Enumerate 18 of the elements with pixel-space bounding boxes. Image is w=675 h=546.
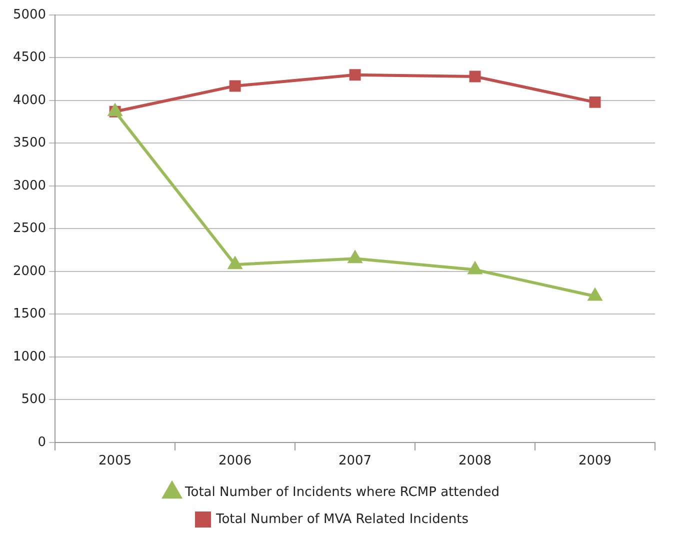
x-tick-label: 2005 (98, 454, 132, 469)
y-tick-label: 5000 (12, 7, 46, 22)
y-tick-label: 3000 (12, 178, 46, 194)
y-tick-label: 0 (38, 434, 46, 450)
x-tick-label: 2008 (458, 454, 492, 469)
legend-label: Total Number of Incidents where RCMP attended (184, 484, 500, 500)
y-tick-label: 2000 (12, 264, 46, 279)
y-tick-label: 2500 (12, 221, 46, 236)
legend-label: Total Number of MVA Related Incidents (214, 512, 469, 527)
y-tick-label: 4500 (12, 50, 46, 66)
y-tick-label: 4000 (12, 92, 46, 108)
y-tick-label: 3500 (12, 136, 46, 151)
y-tick-label: 500 (21, 392, 46, 408)
x-tick-label: 2006 (218, 454, 252, 469)
x-tick-label: 2009 (578, 454, 612, 469)
y-tick-label: 1000 (12, 349, 46, 364)
x-tick-label: 2007 (338, 454, 372, 469)
y-tick-label: 1500 (12, 306, 46, 322)
